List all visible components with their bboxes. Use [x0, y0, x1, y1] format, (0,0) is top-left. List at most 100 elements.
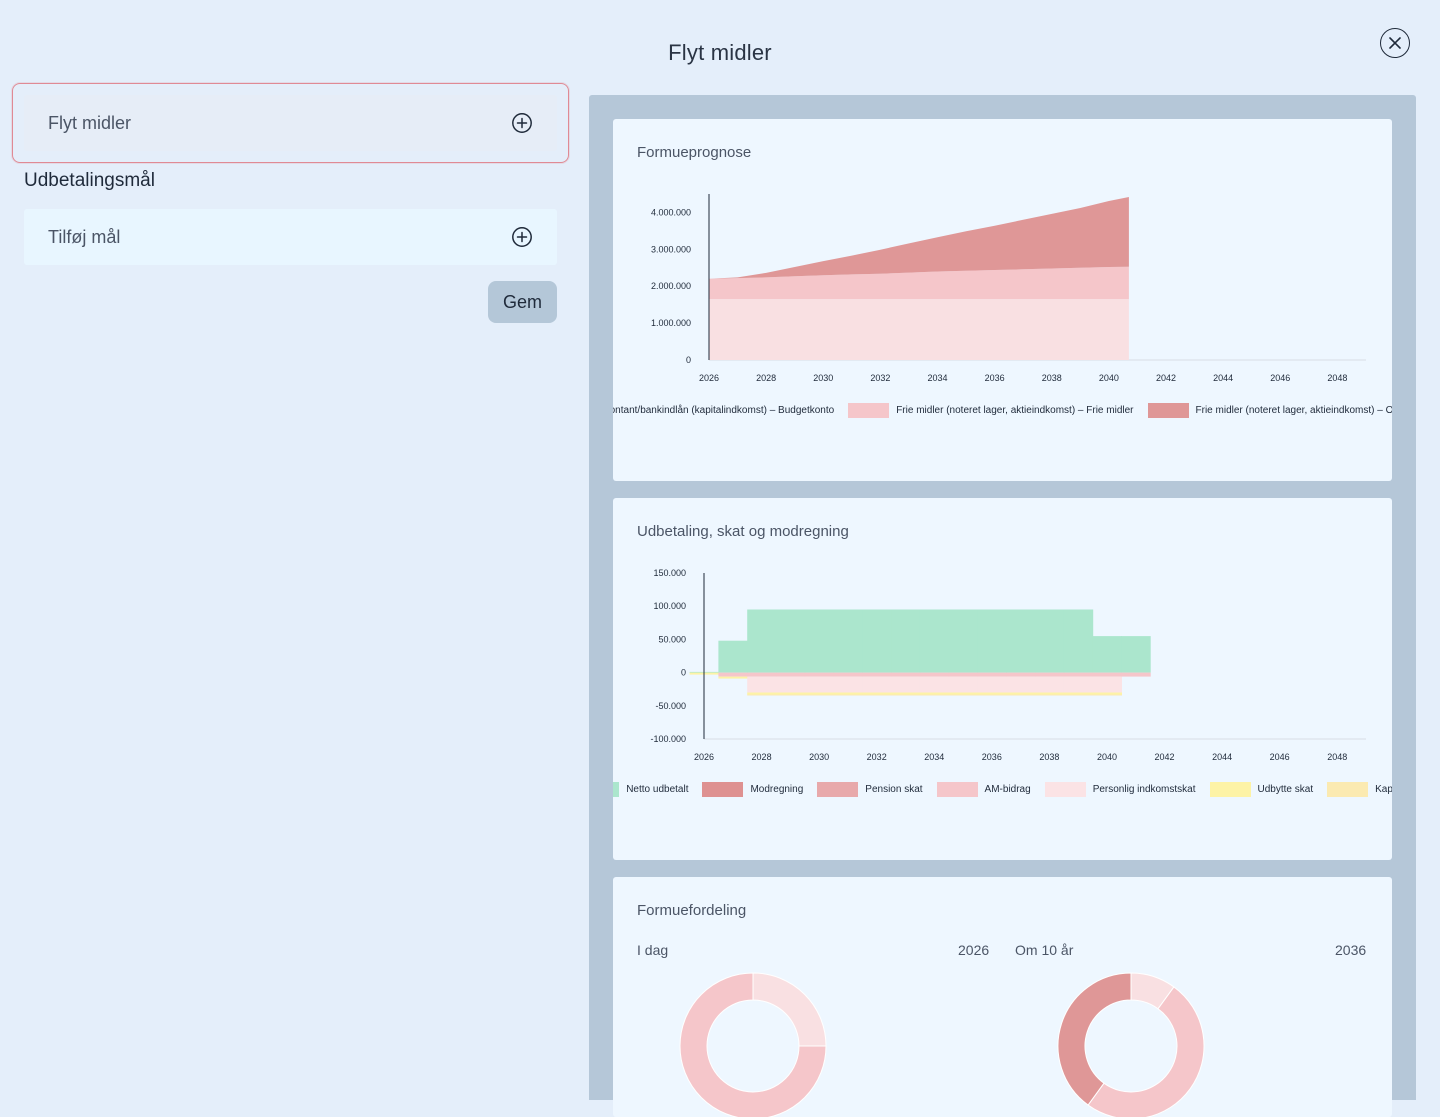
bar-segment — [977, 609, 1007, 673]
legend-label: Netto udbetalt — [626, 784, 689, 795]
bar-segment — [1035, 672, 1065, 677]
bar-segment — [1092, 694, 1122, 696]
bar-segment — [776, 609, 806, 673]
x-tick-label: 2044 — [1213, 373, 1233, 383]
area-series-3 — [709, 197, 1129, 279]
close-button[interactable] — [1380, 28, 1410, 58]
y-tick-label: 3.000.000 — [651, 244, 691, 254]
x-tick-label: 2026 — [699, 373, 719, 383]
bar-segment — [776, 692, 806, 695]
legend-line: Kontant/bankindlån (kapitalindkomst) – B… — [613, 403, 1134, 418]
close-icon — [1389, 37, 1401, 49]
x-tick-label: 2028 — [756, 373, 776, 383]
legend-item[interactable]: Kontant/bankindlån (kapitalindkomst) – B… — [613, 403, 834, 418]
area-series-1 — [709, 299, 1129, 360]
plus-circle-icon[interactable] — [511, 112, 533, 134]
bar-segment — [948, 692, 979, 695]
legend-swatch — [1209, 782, 1251, 797]
y-tick-label: 50.000 — [658, 634, 686, 644]
donut-slice — [679, 972, 827, 1117]
y-tick-label: 4.000.000 — [651, 207, 691, 217]
y-tick-label: 0 — [681, 668, 686, 678]
donut-ten-years — [1057, 972, 1205, 1117]
today-label: I dag — [637, 942, 669, 958]
ten-years-label: Om 10 år — [1015, 942, 1074, 958]
bar-segment — [776, 694, 806, 696]
payout-title: Udbetaling, skat og modregning — [637, 523, 849, 540]
legend-item[interactable]: Modregning — [702, 782, 803, 797]
donut-slice — [1057, 972, 1132, 1106]
x-tick-label: 2026 — [694, 752, 714, 762]
x-tick-label: 2034 — [928, 373, 948, 383]
bar-segment — [948, 672, 979, 677]
today-year: 2026 — [958, 942, 990, 958]
x-tick-label: 2040 — [1099, 373, 1119, 383]
legend-item[interactable]: Personlig indkomstskat — [1044, 782, 1196, 797]
x-tick-label: 2042 — [1155, 752, 1175, 762]
legend-item[interactable]: AM-bidrag — [936, 782, 1031, 797]
x-tick-label: 2046 — [1270, 373, 1290, 383]
legend-line: Udbytte skat Kapital skat — [1209, 782, 1392, 797]
x-tick-label: 2042 — [1156, 373, 1176, 383]
bar-segment — [862, 609, 892, 673]
bar-segment — [919, 694, 950, 696]
legend-item[interactable]: Udbytte skat — [1209, 782, 1314, 797]
legend-item[interactable]: Netto udbetalt — [613, 782, 688, 797]
wealth-forecast-chart: 4.000.000 3.000.000 2.000.000 1.000.000 0 202… — [651, 194, 1366, 383]
legend-swatch — [817, 782, 859, 797]
x-tick-label: 2032 — [867, 752, 887, 762]
bar-segment — [862, 694, 892, 696]
bar-segment — [862, 692, 892, 695]
bar-segment — [718, 676, 748, 679]
bar-segment — [1063, 692, 1094, 695]
flyt-midler-row[interactable]: Flyt midler — [24, 95, 557, 151]
bar-segment — [1035, 692, 1065, 695]
y-tick-label: 150.000 — [653, 568, 686, 578]
legend-item[interactable]: Kapital skat — [1327, 782, 1392, 797]
bar-segment — [1121, 672, 1151, 677]
flyt-midler-label: Flyt midler — [48, 112, 132, 133]
legend-line: Netto udbetalt Modregning Pension skat AM-b… — [613, 782, 1196, 797]
add-goal-row[interactable]: Tilføj mål — [24, 209, 557, 265]
bar-segment — [891, 609, 921, 673]
legend-item[interactable]: Frie midler (noteret lager, aktieindkoms… — [848, 403, 1134, 418]
legend-swatch — [1044, 782, 1086, 797]
bar-segment — [1006, 692, 1036, 695]
legend-label: Frie midler (noteret lager, aktieindkoms… — [1195, 405, 1392, 416]
legend-item[interactable]: Pension skat — [817, 782, 923, 797]
bar-segment — [833, 694, 863, 696]
y-tick-label: -50.000 — [655, 701, 686, 711]
bar-segment — [1006, 694, 1036, 696]
bar-segment — [1006, 609, 1036, 673]
x-tick-label: 2048 — [1327, 752, 1347, 762]
ten-years-year: 2036 — [1335, 942, 1367, 958]
bar-segment — [1121, 636, 1151, 673]
wealth-forecast-title: Formueprognose — [637, 144, 752, 161]
plus-circle-icon[interactable] — [511, 226, 533, 248]
bar-segment — [977, 676, 1007, 693]
legend-swatch — [848, 403, 890, 418]
bar-segment — [1063, 694, 1094, 696]
legend-label: Personlig indkomstskat — [1092, 784, 1196, 795]
bar-segment — [919, 609, 950, 673]
x-tick-label: 2032 — [870, 373, 890, 383]
bar-segment — [804, 676, 835, 693]
bar-segment — [862, 676, 892, 693]
bar-segment — [804, 609, 835, 673]
bar-segment — [977, 692, 1007, 695]
bar-segment — [718, 672, 748, 677]
legend-label: Udbytte skat — [1257, 784, 1314, 795]
legend-swatch — [936, 782, 978, 797]
bar-segment — [833, 672, 863, 677]
x-tick-label: 2044 — [1212, 752, 1232, 762]
bar-segment — [1035, 609, 1065, 673]
legend-item[interactable]: Frie midler (noteret lager, aktieindkoms… — [1147, 403, 1392, 418]
wealth-forecast-card: Formueprognose 4.000.000 3.000.000 2.000.0… — [613, 119, 1392, 481]
legend-swatch — [702, 782, 744, 797]
save-button[interactable]: Gem — [488, 281, 557, 323]
payout-legend: Netto udbetalt Modregning Pension skat AM-b… — [613, 782, 1392, 811]
area-series-2 — [709, 266, 1129, 300]
bar-segment — [1006, 672, 1036, 677]
x-tick-label: 2030 — [809, 752, 829, 762]
bar-segment — [862, 672, 892, 677]
